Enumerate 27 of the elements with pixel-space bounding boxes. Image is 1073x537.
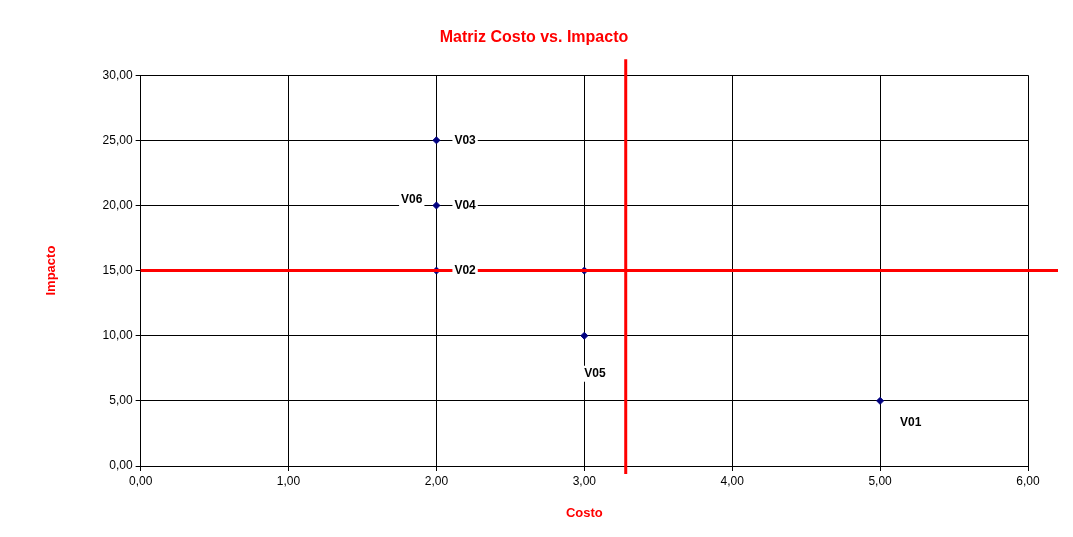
annotation: V05 bbox=[584, 366, 606, 381]
annotation: V01 bbox=[900, 415, 922, 430]
x-tick-label: 6,00 bbox=[1016, 473, 1040, 488]
x-tick-label: 0,00 bbox=[128, 473, 153, 488]
point bbox=[580, 331, 589, 340]
x-tick-label: 4,00 bbox=[720, 473, 745, 488]
y-axis-title: Impacto bbox=[43, 245, 59, 296]
chart-title: Matriz Costo vs. Impacto bbox=[439, 28, 629, 46]
x-tick-label: 1,00 bbox=[276, 473, 301, 488]
x-tick-label: 5,00 bbox=[868, 473, 893, 488]
y-tick-label: 10,00 bbox=[102, 328, 133, 343]
x-axis-title: Costo bbox=[565, 504, 603, 520]
point bbox=[876, 396, 885, 405]
y-tick-label: 0,00 bbox=[109, 458, 133, 473]
x-tick-label: 2,00 bbox=[424, 473, 449, 488]
y-tick-label: 30,00 bbox=[102, 67, 133, 82]
annotation: V02 bbox=[454, 262, 477, 277]
y-tick-label: 25,00 bbox=[102, 132, 133, 147]
point bbox=[432, 201, 441, 210]
annotation: V03 bbox=[454, 132, 477, 147]
x-tick-label: 3,00 bbox=[572, 473, 597, 488]
annotation: V06 bbox=[401, 191, 423, 206]
annotation: V04 bbox=[454, 197, 477, 212]
point bbox=[432, 136, 441, 145]
y-tick-label: 20,00 bbox=[102, 197, 133, 212]
y-tick-label: 15,00 bbox=[102, 262, 133, 277]
y-tick-label: 5,00 bbox=[109, 393, 133, 408]
